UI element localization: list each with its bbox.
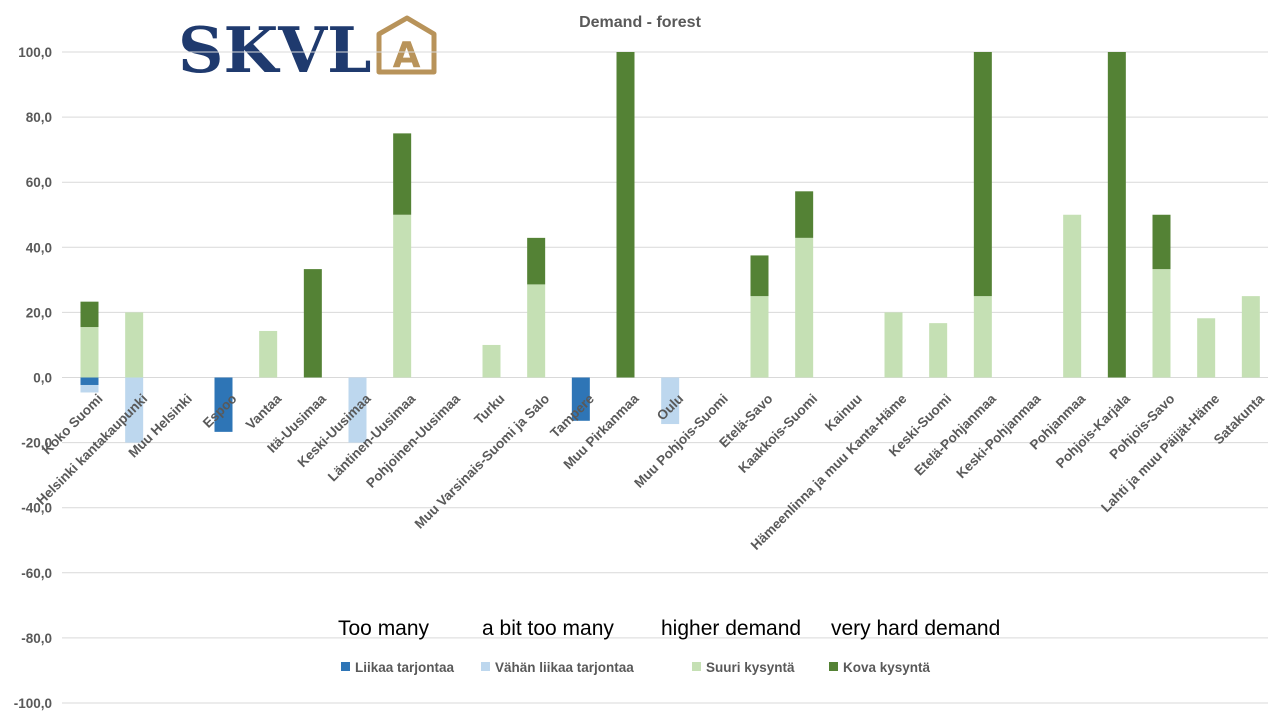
house-icon [376,15,437,75]
bar-0-3 [214,377,233,432]
legend-label: Vähän liikaa tarjontaa [495,660,634,675]
bar-2-26 [1241,296,1260,378]
bar-3-23 [1107,52,1126,378]
y-tick-label: -60,0 [21,566,52,581]
bar-2-10 [527,284,546,378]
logo-text: SKVL [178,13,371,78]
bar-2-7 [393,214,412,378]
bar-2-24 [1152,269,1171,378]
bar-3-7 [393,133,412,215]
bar-0-0 [80,377,99,385]
y-tick-label: 100,0 [18,45,52,60]
x-tick-label: Hämeenlinna ja muu Kanta-Häme [748,391,910,553]
bar-3-20 [973,52,992,297]
bar-1-13 [661,377,680,425]
legend-label: Liikaa tarjontaa [355,660,455,675]
bar-2-22 [1063,214,1082,378]
bar-2-15 [750,296,769,378]
bar-3-15 [750,255,769,297]
bar-3-10 [527,237,546,285]
bar-2-16 [795,237,814,378]
bar-2-19 [929,323,948,378]
x-tick-label: Vantaa [243,391,285,433]
legend-swatch [829,662,838,671]
annotation-higher-demand: higher demand [661,617,802,640]
y-axis-ticks: -100,0 -80,0 -60,0 -40,0 -20,0 0,0 20,0 40,0 60,… [14,45,52,711]
annotation-a-bit-too-many: a bit too many [482,617,614,640]
bar-2-9 [482,344,501,378]
y-tick-label: 40,0 [26,240,52,255]
bar-0-11 [571,377,590,421]
x-tick-label: Kainuu [822,391,865,434]
y-tick-label: -80,0 [21,631,52,646]
chart-title: Demand - forest [579,14,701,31]
x-tick-label: Etelä-Pohjanmaa [911,391,999,479]
bar-2-20 [973,296,992,378]
y-tick-label: -20,0 [21,436,52,451]
bar-2-25 [1197,318,1216,378]
y-tick-label: -100,0 [14,696,52,711]
legend-label: Kova kysyntä [843,660,931,675]
bar-1-1 [125,377,144,443]
bar-3-24 [1152,214,1171,270]
bar-3-16 [795,191,814,238]
annotation-very-hard-demand: very hard demand [831,617,1001,640]
bar-2-1 [125,312,144,378]
logo-mark: A [393,35,421,76]
y-tick-label: 80,0 [26,110,52,125]
y-tick-label: 0,0 [33,371,52,386]
bar-1-0 [80,384,99,393]
bar-2-18 [884,312,903,378]
bar-3-5 [303,269,322,378]
x-tick-label: Keski-Pohjanmaa [953,391,1044,482]
legend-swatch [692,662,701,671]
y-tick-label: 20,0 [26,305,52,320]
legend-swatch [341,662,350,671]
skvl-logo: SKVL A [176,12,438,87]
x-tick-label: Kaakkois-Suomi [735,391,820,476]
legend-swatch [481,662,490,671]
bar-2-0 [80,327,99,378]
bar-2-4 [259,330,278,378]
bar-1-6 [348,377,367,443]
bar-3-0 [80,301,99,328]
legend: Liikaa tarjontaa Vähän liikaa tarjontaa Su… [341,660,931,675]
y-tick-label: -40,0 [21,501,52,516]
bars [80,52,1260,443]
annotation-too-many: Too many [338,617,430,640]
legend-label: Suuri kysyntä [706,660,795,675]
bar-3-12 [616,52,635,378]
x-tick-label: Turku [471,391,507,427]
y-tick-label: 60,0 [26,175,52,190]
